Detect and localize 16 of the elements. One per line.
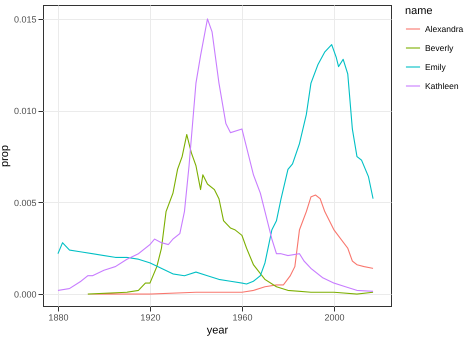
y-tick-label: 0.010 — [14, 106, 36, 116]
y-tick-label: 0.005 — [14, 198, 36, 208]
legend-label: Beverly — [425, 43, 454, 53]
legend-label: Kathleen — [425, 81, 459, 91]
x-axis-title: year — [206, 324, 229, 336]
y-tick-label: 0.000 — [14, 290, 36, 300]
x-tick-label: 1960 — [232, 312, 252, 322]
legend-label: Alexandra — [425, 24, 464, 34]
legend-title: name — [405, 5, 433, 17]
line-series — [87, 134, 374, 295]
x-tick-label: 1880 — [48, 312, 68, 322]
x-tick-label: 2000 — [324, 312, 344, 322]
y-axis-title: prop — [0, 144, 11, 168]
legend-label: Emily — [425, 62, 447, 72]
x-tick-label: 1920 — [140, 312, 160, 322]
y-tick-label: 0.015 — [14, 14, 36, 24]
